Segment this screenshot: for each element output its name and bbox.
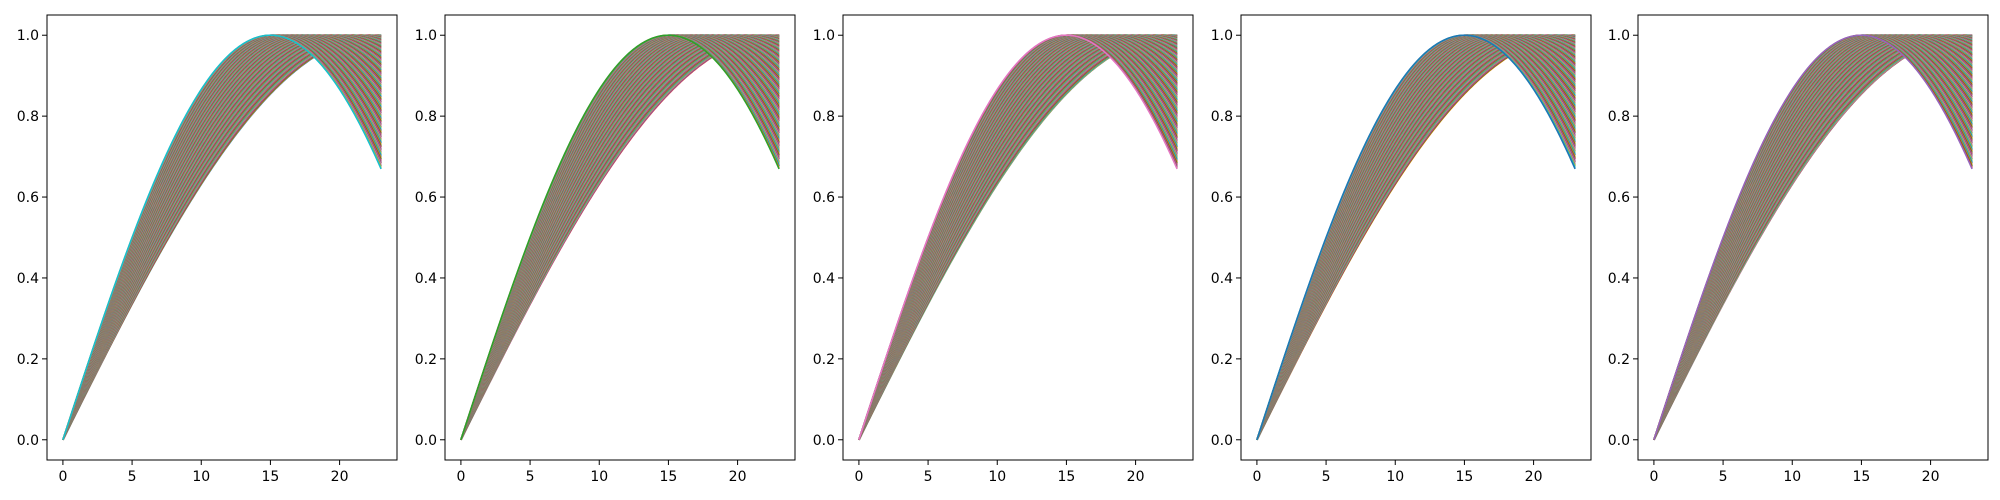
y-tick-label: 0.0 <box>415 433 437 449</box>
series-line <box>858 34 1178 441</box>
panel-1-curves <box>62 34 382 441</box>
panel-1: 0 5 10 15 20 0.0 0.2 0.4 0.6 0.8 1.0 <box>17 14 398 485</box>
x-tick-label: 10 <box>192 469 210 485</box>
panel-5: 0 5 10 15 20 0.0 0.2 0.4 0.6 0.8 1.0 <box>1608 14 1989 485</box>
y-tick-label: 0.8 <box>813 109 835 125</box>
x-tick-label: 20 <box>1525 469 1543 485</box>
y-tick-label: 0.4 <box>813 271 835 287</box>
panel-3: 0 5 10 15 20 0.0 0.2 0.4 0.6 0.8 1.0 <box>813 14 1194 485</box>
y-tick-label: 0.4 <box>1211 271 1233 287</box>
y-tick-label: 0.4 <box>17 271 39 287</box>
y-tick-label: 0.0 <box>813 433 835 449</box>
x-tick-label: 15 <box>1853 469 1871 485</box>
x-tick-label: 20 <box>331 469 349 485</box>
x-tick-label: 15 <box>262 469 280 485</box>
y-tick-label: 0.8 <box>17 109 39 125</box>
axes-frame <box>842 14 1194 461</box>
x-tick-label: 0 <box>1252 469 1261 485</box>
y-tick-label: 0.6 <box>1608 190 1630 206</box>
y-tick-label: 0.4 <box>1608 271 1630 287</box>
y-tick-label: 0.2 <box>1608 352 1630 368</box>
panel-4: 0 5 10 15 20 0.0 0.2 0.4 0.6 0.8 1.0 <box>1211 14 1592 485</box>
panel-2: 0 5 10 15 20 0.0 0.2 0.4 0.6 0.8 1.0 <box>415 14 796 485</box>
y-tick-label: 0.8 <box>1608 109 1630 125</box>
y-tick-label: 0.6 <box>17 190 39 206</box>
axes-frame <box>1240 14 1592 461</box>
y-tick-label: 0.8 <box>415 109 437 125</box>
series-line <box>460 34 780 441</box>
series-line <box>62 34 382 441</box>
y-tick-label: 1.0 <box>17 28 39 44</box>
y-tick-label: 1.0 <box>1211 28 1233 44</box>
series-line <box>1653 34 1973 441</box>
y-tick-label: 0.6 <box>1211 190 1233 206</box>
axes-frame <box>1637 14 1989 461</box>
y-tick-label: 0.0 <box>1211 433 1233 449</box>
x-tick-label: 0 <box>456 469 465 485</box>
y-tick-label: 0.2 <box>1211 352 1233 368</box>
x-tick-label: 20 <box>1127 469 1145 485</box>
x-tick-label: 10 <box>1386 469 1404 485</box>
series-line <box>62 34 382 441</box>
y-tick-label: 1.0 <box>415 28 437 44</box>
x-tick-label: 5 <box>1719 469 1728 485</box>
axes-frame <box>444 14 796 461</box>
x-tick-label: 0 <box>58 469 67 485</box>
series-line <box>1653 34 1973 441</box>
x-tick-label: 5 <box>526 469 535 485</box>
axes-frame <box>46 14 398 461</box>
panel-2-curves <box>460 34 780 441</box>
x-tick-label: 5 <box>924 469 933 485</box>
x-tick-label: 0 <box>854 469 863 485</box>
x-tick-label: 20 <box>1922 469 1940 485</box>
x-tick-label: 15 <box>660 469 678 485</box>
x-tick-label: 5 <box>1322 469 1331 485</box>
series-line <box>858 34 1178 441</box>
panel-3-curves <box>858 34 1178 441</box>
y-tick-label: 0.2 <box>813 352 835 368</box>
x-tick-label: 5 <box>128 469 137 485</box>
y-tick-label: 1.0 <box>813 28 835 44</box>
y-tick-label: 1.0 <box>1608 28 1630 44</box>
panel-5-curves <box>1653 34 1973 441</box>
y-tick-label: 0.0 <box>1608 433 1630 449</box>
series-line <box>460 34 780 441</box>
x-tick-label: 10 <box>590 469 608 485</box>
x-tick-label: 20 <box>729 469 747 485</box>
y-tick-label: 0.2 <box>17 352 39 368</box>
x-tick-label: 15 <box>1456 469 1474 485</box>
y-tick-label: 0.6 <box>415 190 437 206</box>
y-tick-label: 0.0 <box>17 433 39 449</box>
y-tick-label: 0.4 <box>415 271 437 287</box>
series-line <box>1256 34 1576 441</box>
series-line <box>1256 34 1576 441</box>
y-tick-label: 0.8 <box>1211 109 1233 125</box>
y-tick-label: 0.2 <box>415 352 437 368</box>
y-tick-label: 0.6 <box>813 190 835 206</box>
x-tick-label: 15 <box>1058 469 1076 485</box>
x-tick-label: 10 <box>1783 469 1801 485</box>
panel-4-curves <box>1256 34 1576 441</box>
x-tick-label: 10 <box>988 469 1006 485</box>
x-tick-label: 0 <box>1649 469 1658 485</box>
